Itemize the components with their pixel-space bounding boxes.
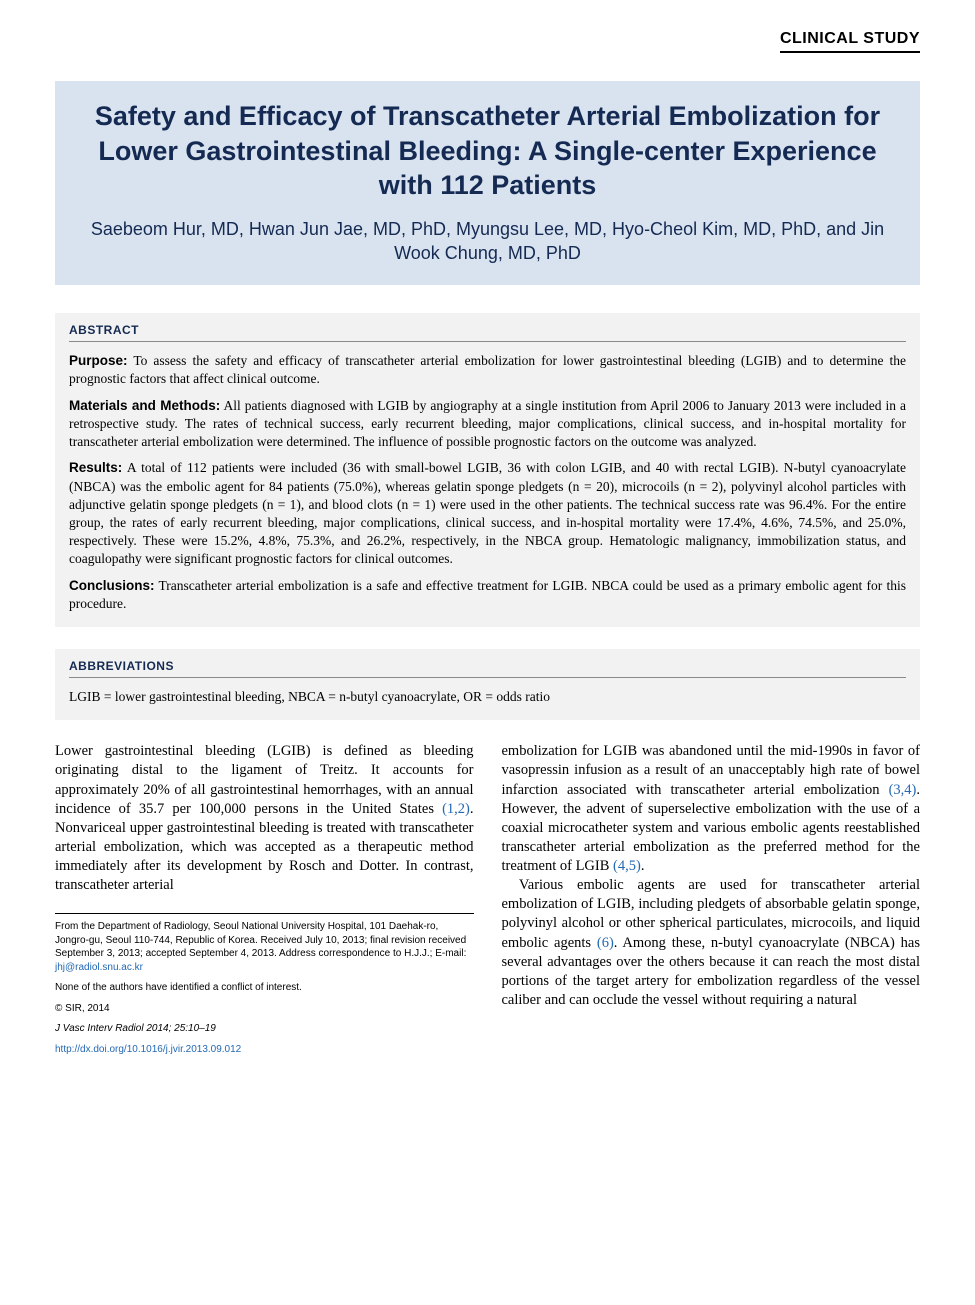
abbreviations-text: LGIB = lower gastrointestinal bleeding, … [69,688,906,706]
conclusions-text: Transcatheter arterial embolization is a… [69,578,906,611]
conflict-footnote: None of the authors have identified a co… [55,981,474,995]
abstract-methods: Materials and Methods: All patients diag… [69,397,906,452]
body-text-span: Lower gastrointestinal bleeding (LGIB) i… [55,743,474,816]
article-category: CLINICAL STUDY [780,30,920,53]
body-text-span: . [641,858,645,874]
body-text-span: embolization for LGIB was abandoned unti… [502,743,921,797]
abstract-results: Results: A total of 112 patients were in… [69,459,906,568]
abstract-header: ABSTRACT [69,323,906,342]
results-text: A total of 112 patients were included (3… [69,460,906,566]
purpose-text: To assess the safety and efficacy of tra… [69,353,906,386]
body-paragraph-2: embolization for LGIB was abandoned unti… [502,742,921,876]
title-block: Safety and Efficacy of Transcatheter Art… [55,81,920,285]
body-text: Lower gastrointestinal bleeding (LGIB) i… [55,742,920,1056]
abbreviations-section: ABBREVIATIONS LGIB = lower gastrointesti… [55,649,920,720]
reference-link[interactable]: (1,2) [442,801,470,817]
body-paragraph-3: Various embolic agents are used for tran… [502,876,921,1010]
doi-link[interactable]: http://dx.doi.org/10.1016/j.jvir.2013.09… [55,1044,241,1055]
reference-link[interactable]: (3,4) [889,782,917,798]
abstract-section: ABSTRACT Purpose: To assess the safety a… [55,313,920,627]
article-authors: Saebeom Hur, MD, Hwan Jun Jae, MD, PhD, … [77,217,898,266]
abstract-conclusions: Conclusions: Transcatheter arterial embo… [69,577,906,613]
body-paragraph-1: Lower gastrointestinal bleeding (LGIB) i… [55,742,474,895]
reference-link[interactable]: (4,5) [613,858,641,874]
methods-label: Materials and Methods: [69,398,220,413]
email-link[interactable]: jhj@radiol.snu.ac.kr [55,962,143,973]
affiliation-text: From the Department of Radiology, Seoul … [55,921,466,959]
purpose-label: Purpose: [69,353,128,368]
copyright-footnote: © SIR, 2014 [55,1002,474,1016]
journal-footnote: J Vasc Interv Radiol 2014; 25:10–19 [55,1022,474,1036]
affiliation-footnote: From the Department of Radiology, Seoul … [55,920,474,974]
doi-footnote: http://dx.doi.org/10.1016/j.jvir.2013.09… [55,1043,474,1057]
abbreviations-header: ABBREVIATIONS [69,659,906,678]
article-title: Safety and Efficacy of Transcatheter Art… [77,99,898,203]
results-label: Results: [69,460,122,475]
footnote-block: From the Department of Radiology, Seoul … [55,913,474,1056]
reference-link[interactable]: (6) [597,935,614,951]
conclusions-label: Conclusions: [69,578,155,593]
abstract-purpose: Purpose: To assess the safety and effica… [69,352,906,388]
